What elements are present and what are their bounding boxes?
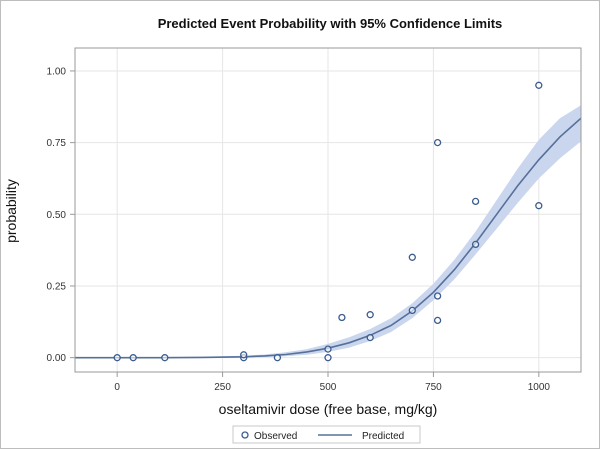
observed-point: [324, 354, 332, 362]
observed-point: [273, 354, 282, 362]
confidence-band: [75, 105, 581, 358]
y-axis-label: probability: [3, 179, 19, 243]
confidence-band-layer: [75, 105, 581, 358]
y-tick-label: 0.00: [47, 353, 67, 364]
legend-observed-marker: [241, 431, 249, 439]
y-tick-label: 1.00: [47, 66, 67, 77]
observed-point: [535, 202, 543, 210]
axes: [70, 47, 582, 377]
y-tick-label: 0.75: [47, 138, 67, 149]
observed-point: [408, 306, 416, 315]
observed-point: [113, 354, 121, 362]
observed-point: [338, 313, 346, 322]
observed-point: [161, 354, 169, 362]
observed-point: [471, 240, 480, 249]
x-tick-label: 1000: [528, 382, 551, 393]
observed-point: [535, 81, 543, 89]
x-tick-label: 500: [320, 382, 337, 393]
observed-point: [366, 311, 374, 319]
observed-point: [240, 351, 248, 359]
observed-point: [408, 253, 416, 261]
x-axis-label: oseltamivir dose (free base, mg/kg): [219, 401, 438, 417]
observed-point: [324, 345, 332, 353]
observed-point: [433, 292, 442, 300]
chart-title: Predicted Event Probability with 95% Con…: [158, 16, 503, 31]
legend-observed-label: Observed: [254, 431, 297, 442]
observed-point: [129, 354, 137, 362]
x-tick-label: 750: [425, 382, 442, 393]
observed-markers-layer: [113, 81, 543, 362]
observed-point: [471, 197, 480, 206]
y-tick-label: 0.25: [47, 281, 67, 292]
x-tick-label: 250: [214, 382, 231, 393]
observed-point: [366, 333, 374, 342]
tick-labels: 0 250 500 750 1000 0.00 0.25 0.50 0.75 1.00: [47, 66, 551, 393]
plot-border: [74, 47, 582, 373]
observed-point: [433, 316, 442, 325]
x-tick-label: 0: [114, 382, 120, 393]
legend: Observed Predicted: [232, 425, 421, 444]
observed-point: [433, 138, 442, 147]
legend-predicted-label: Predicted: [362, 431, 404, 442]
y-tick-label: 0.50: [47, 210, 67, 221]
